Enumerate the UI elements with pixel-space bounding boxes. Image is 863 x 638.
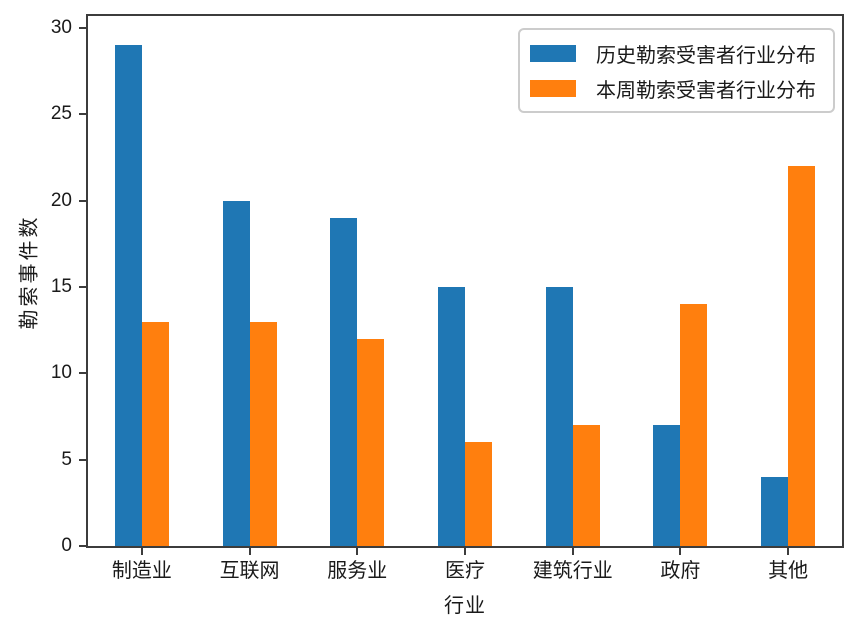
- legend-label-thisweek: 本周勒索受害者行业分布: [596, 79, 816, 102]
- x-tick: [248, 548, 251, 555]
- y-tick-label: 25: [50, 103, 72, 125]
- legend-swatch-thisweek: [530, 79, 576, 97]
- y-tick-label: 10: [50, 362, 72, 384]
- y-tick-label: 15: [50, 276, 72, 298]
- x-axis-label: 行业: [444, 595, 486, 617]
- y-axis-label: 勒索事件数: [18, 214, 41, 330]
- bar-thisweek: [465, 442, 492, 546]
- legend-item-thisweek: 本周勒索受害者行业分布: [530, 74, 816, 102]
- legend-label-historical: 历史勒索受害者行业分布: [596, 44, 816, 67]
- bar-historical: [222, 200, 250, 546]
- x-tick-label: 政府: [660, 560, 701, 582]
- bar-thisweek: [680, 304, 708, 546]
- legend-item-historical: 历史勒索受害者行业分布: [530, 39, 816, 67]
- x-tick-label: 其他: [768, 560, 809, 582]
- bar-thisweek: [141, 321, 169, 546]
- plot-area: 历史勒索受害者行业分布 本周勒索受害者行业分布 0 5 10 15 20 25 30 制造业 互…: [51, 14, 844, 582]
- y-tick: [79, 199, 86, 202]
- bar-thisweek: [249, 321, 277, 546]
- bar-thisweek: [357, 338, 385, 546]
- x-tick: [464, 548, 466, 555]
- y-tick-label: 0: [61, 535, 72, 556]
- legend: 历史勒索受害者行业分布 本周勒索受害者行业分布: [518, 28, 835, 113]
- y-tick: [79, 545, 86, 547]
- x-tick: [679, 548, 682, 555]
- x-tick: [356, 548, 359, 555]
- x-tick-label: 建筑行业: [532, 560, 613, 582]
- x-tick-label: 服务业: [327, 560, 388, 582]
- legend-swatch-historical: [530, 44, 576, 62]
- x-tick: [787, 548, 790, 555]
- bar-historical: [330, 218, 358, 546]
- bar-thisweek: [788, 166, 816, 546]
- x-tick: [571, 548, 574, 555]
- y-tick: [79, 113, 86, 116]
- bar-historical: [114, 45, 142, 546]
- y-tick-label: 20: [50, 189, 72, 211]
- x-tick-label: 制造业: [111, 560, 172, 582]
- x-tick-label: 互联网: [219, 560, 280, 582]
- x-tick: [140, 548, 143, 555]
- x-tick-label: 医疗: [445, 560, 485, 582]
- bar-historical: [438, 287, 465, 546]
- bar-historical: [545, 287, 573, 546]
- y-tick: [79, 286, 86, 289]
- bar-historical: [653, 425, 681, 546]
- y-tick-label: 30: [50, 17, 72, 39]
- y-tick: [79, 27, 86, 30]
- y-tick-label: 5: [61, 448, 72, 470]
- y-tick: [79, 458, 86, 461]
- bar-historical: [761, 476, 789, 546]
- bar-thisweek: [572, 425, 600, 546]
- y-tick: [79, 372, 86, 375]
